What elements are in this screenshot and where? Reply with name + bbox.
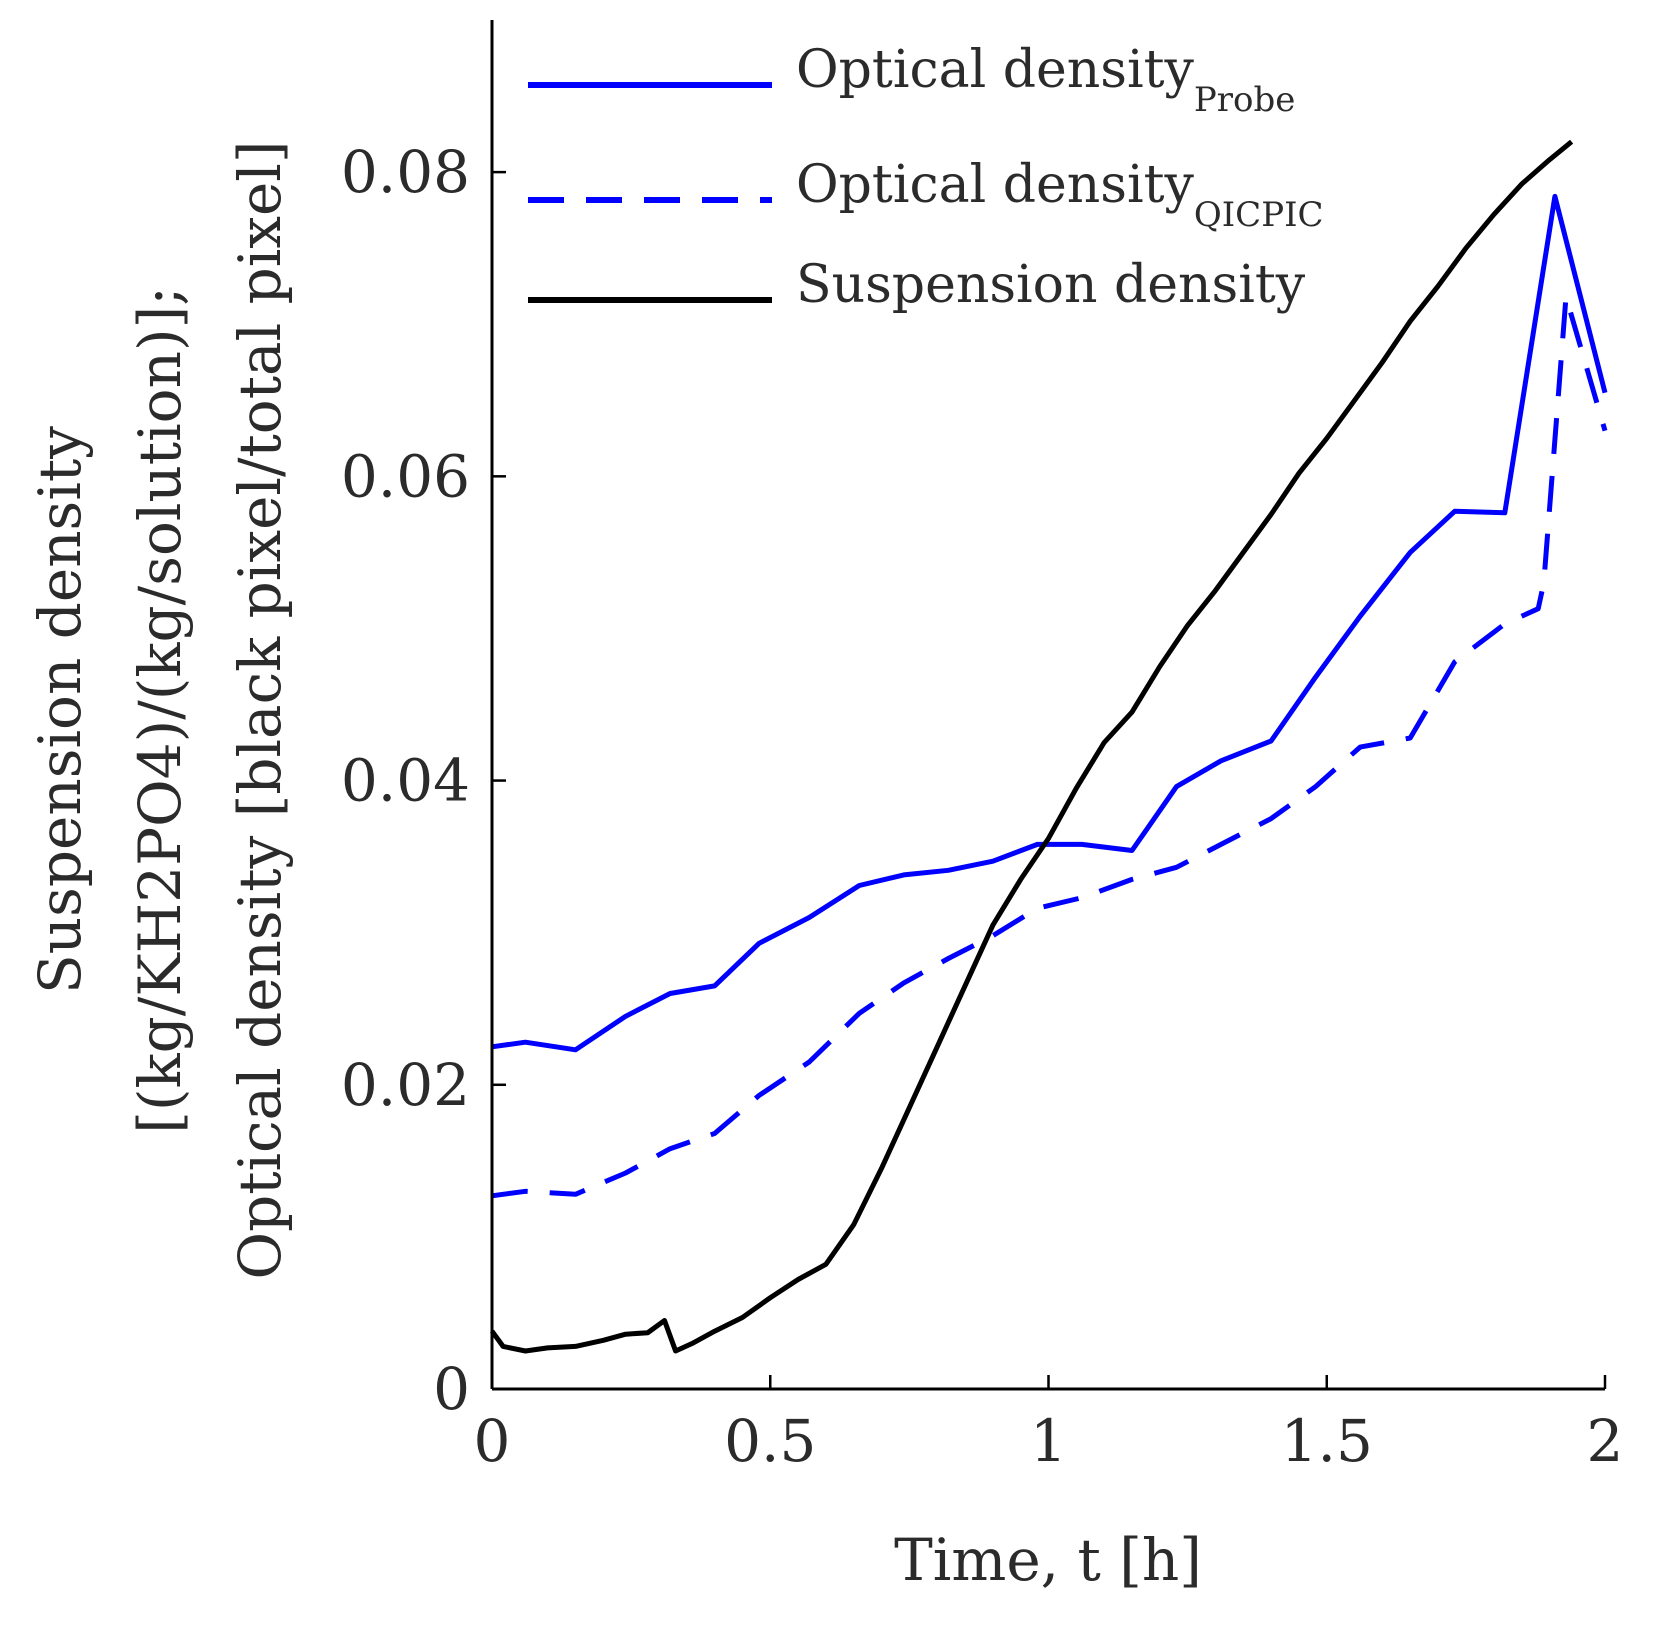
y-axis-label-line-1: Suspension density (26, 426, 94, 994)
legend-label-subscript: Probe (1194, 80, 1296, 120)
y-axis-label-line-3: Optical density [black pixel/total pixel… (226, 141, 294, 1280)
y-tick-label: 0 (433, 1355, 470, 1423)
series-suspension-density (489, 139, 1574, 1354)
x-axis-label: Time, t [h] (894, 1526, 1202, 1594)
x-tick-label: 0.5 (724, 1407, 816, 1475)
legend-label-text: Optical density (796, 155, 1194, 215)
x-tick-label: 2 (1587, 1407, 1624, 1475)
legend-label-text: Suspension density (796, 255, 1306, 315)
legend-label: Optical densityProbe (796, 40, 1295, 120)
y-tick-label: 0.04 (341, 747, 470, 815)
axes (490, 20, 1605, 1391)
y-tick-label: 0.08 (341, 138, 470, 206)
y-tick-label: 0.02 (341, 1051, 470, 1119)
legend-label: Optical densityQICPIC (796, 155, 1324, 235)
x-tick-label: 1 (1030, 1407, 1067, 1475)
legend-label-subscript: QICPIC (1194, 195, 1324, 235)
y-tick-label: 0.06 (341, 442, 470, 510)
legend-label: Suspension density (796, 255, 1306, 315)
x-tick-label: 1.5 (1281, 1407, 1373, 1475)
y-axis-label: Suspension density [(kg/KH2PO4)/(kg/solu… (26, 141, 294, 1280)
ticks (490, 170, 1607, 1391)
legend-label-text: Optical density (796, 40, 1194, 100)
x-tick-label: 0 (474, 1407, 511, 1475)
series-optical-density-qicpic (491, 294, 1608, 1199)
series-optical-density-probe (491, 193, 1608, 1053)
series-layer (489, 139, 1608, 1354)
tick-labels: 0 0.5 1 1.5 2 0 0.02 0.04 0.06 0.08 (341, 138, 1624, 1475)
y-axis-label-line-2: [(kg/KH2PO4)/(kg/solution)]; (126, 286, 194, 1134)
